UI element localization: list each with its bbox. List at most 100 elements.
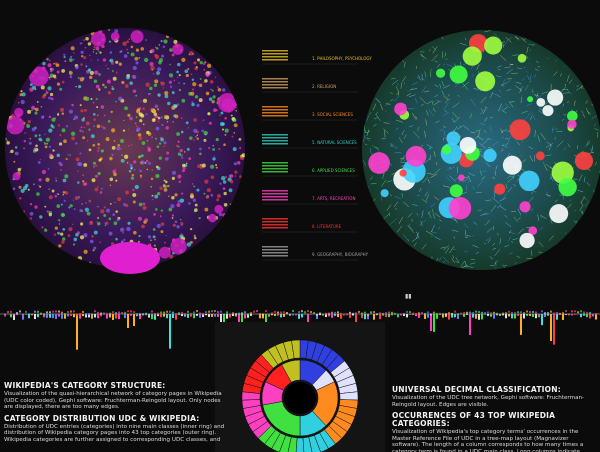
node — [135, 116, 138, 119]
node — [17, 167, 22, 172]
node — [201, 163, 206, 168]
bar — [37, 310, 39, 313]
node — [179, 218, 182, 221]
edge — [434, 196, 440, 201]
edge — [434, 60, 438, 63]
bar — [451, 314, 453, 318]
edge — [497, 106, 504, 112]
node — [91, 235, 94, 238]
bar — [124, 311, 126, 314]
edge — [465, 236, 469, 239]
node — [160, 209, 163, 212]
edge — [380, 103, 383, 111]
node — [48, 145, 52, 148]
edge — [504, 245, 510, 248]
legend-item — [262, 115, 288, 117]
donut-segment — [291, 339, 301, 359]
bar — [271, 312, 273, 315]
heading: WIKIPEDIA'S CATEGORY STRUCTURE: — [4, 381, 166, 390]
bar — [22, 313, 24, 316]
edge — [472, 244, 479, 248]
node — [140, 160, 145, 165]
bar — [364, 311, 366, 314]
node — [150, 177, 154, 181]
node — [96, 124, 101, 129]
edge — [430, 69, 433, 71]
node — [194, 236, 197, 240]
node — [186, 242, 192, 247]
node — [229, 203, 232, 206]
bar — [292, 310, 294, 313]
bar — [493, 311, 495, 314]
node — [102, 126, 106, 130]
bar — [328, 314, 330, 317]
edge — [520, 96, 522, 104]
node — [142, 107, 145, 111]
bar — [325, 312, 327, 315]
node — [31, 105, 36, 110]
bar — [58, 310, 60, 313]
node — [125, 203, 129, 208]
node — [176, 203, 181, 208]
edge — [508, 100, 514, 108]
edge — [433, 151, 436, 157]
edge — [389, 143, 394, 148]
node — [79, 235, 85, 240]
bar — [136, 313, 138, 316]
edge — [400, 162, 406, 164]
node — [32, 85, 37, 90]
node — [108, 29, 110, 31]
legend-item — [262, 56, 288, 58]
edge — [508, 252, 513, 255]
node — [216, 198, 220, 202]
node — [191, 183, 194, 185]
bar — [328, 312, 330, 315]
bar — [571, 314, 573, 316]
node — [168, 80, 172, 84]
edge — [490, 204, 497, 213]
edge — [556, 140, 564, 147]
edge — [421, 85, 427, 93]
edge — [581, 85, 583, 89]
bar — [508, 310, 510, 313]
node — [194, 203, 198, 207]
edge — [555, 59, 558, 62]
edge — [569, 199, 572, 201]
edge — [422, 198, 428, 204]
bar — [406, 310, 408, 313]
node — [171, 196, 175, 200]
node — [193, 210, 196, 213]
edge — [549, 176, 552, 180]
edge — [554, 199, 558, 203]
node — [47, 86, 52, 91]
edge — [490, 92, 494, 98]
bar — [334, 314, 336, 316]
node — [81, 202, 84, 205]
bar — [382, 314, 384, 316]
node — [181, 57, 186, 62]
edge — [537, 135, 541, 142]
node — [151, 136, 154, 139]
node — [73, 52, 75, 54]
node — [44, 133, 46, 136]
node — [132, 89, 137, 93]
node — [178, 180, 182, 184]
node — [77, 196, 81, 199]
node — [58, 244, 62, 248]
bar — [115, 312, 117, 315]
node — [170, 204, 175, 209]
bar — [526, 314, 528, 316]
bar — [517, 311, 519, 314]
edge — [386, 180, 393, 183]
bar — [43, 313, 45, 316]
node — [172, 223, 176, 227]
legend-item — [262, 143, 288, 145]
bar — [523, 314, 525, 319]
node — [92, 143, 96, 147]
node — [70, 46, 75, 51]
node — [138, 155, 142, 159]
edge — [464, 260, 467, 266]
node — [210, 88, 212, 91]
bar — [4, 313, 6, 316]
bar — [544, 312, 546, 315]
